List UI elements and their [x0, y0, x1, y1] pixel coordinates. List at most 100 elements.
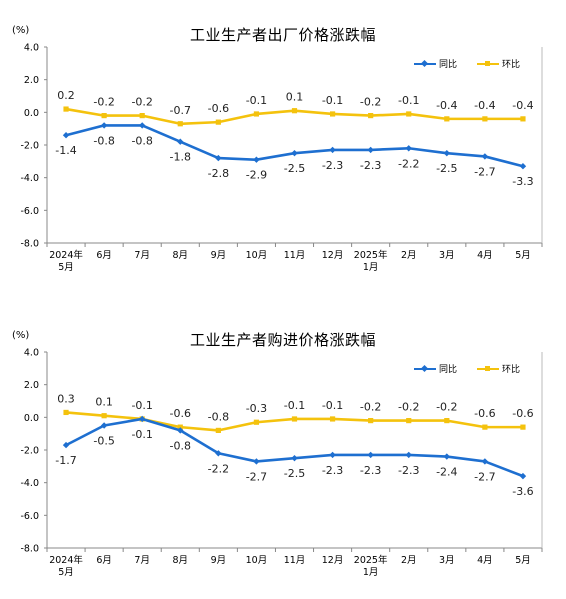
y-unit-label: (%) — [12, 25, 30, 36]
x-tick-label: 12月 — [322, 250, 344, 261]
yoy-data-label: -1.7 — [55, 454, 76, 467]
mom-data-label: -0.6 — [208, 102, 229, 115]
mom-data-label: -0.1 — [322, 399, 343, 412]
mom-data-label: -0.1 — [398, 94, 419, 107]
yoy-point — [62, 441, 70, 449]
x-tick-label: 3月 — [439, 555, 455, 566]
mom-data-label: -0.4 — [436, 99, 457, 112]
mom-point — [63, 106, 69, 112]
mom-point — [177, 121, 183, 127]
yoy-point — [405, 451, 412, 459]
mom-point — [406, 111, 412, 117]
mom-point — [101, 113, 107, 119]
x-tick-label: 6月 — [96, 250, 112, 261]
chart-plot-area: 4.0 2.0 0.0 -2.0 -4.0 -6.0 -8.0 2024年 5月 6月 7月 8月 9月… — [20, 43, 543, 273]
mom-point — [329, 111, 336, 117]
y-unit-label: (%) — [12, 330, 30, 341]
mom-point — [520, 116, 526, 122]
yoy-data-label: -0.5 — [93, 435, 114, 448]
yoy-data-label: -2.5 — [284, 162, 305, 175]
chart-plot-area: 4.0 2.0 0.0 -2.0 -4.0 -6.0 -8.0 2024年 5月 6月 7月 8月 9月… — [20, 348, 543, 578]
x-tick-label: 2024年 5月 — [49, 554, 83, 578]
y-tick-label: 2.0 — [24, 75, 39, 86]
yoy-point — [481, 153, 489, 160]
mom-data-label: -0.6 — [170, 407, 191, 420]
mom-data-label: 0.1 — [286, 91, 304, 104]
x-tick-label: 9月 — [211, 250, 227, 261]
legend-label-mom: 环比 — [502, 60, 521, 70]
mom-point — [215, 119, 221, 125]
y-tick-label: -8.0 — [20, 239, 39, 250]
legend-label-mom: 环比 — [502, 365, 521, 375]
mom-data-label: 0.3 — [57, 392, 75, 405]
yoy-data-label: -2.2 — [398, 157, 419, 170]
y-tick-label: -6.0 — [20, 206, 39, 217]
yoy-data-label: -0.8 — [93, 134, 114, 147]
mom-point — [215, 427, 221, 433]
y-tick-label: -2.0 — [20, 446, 39, 457]
x-tick-label: 5月 — [515, 250, 531, 261]
yoy-point — [100, 122, 108, 129]
legend-label-yoy: 同比 — [439, 60, 458, 70]
y-tick-label: -8.0 — [20, 544, 39, 555]
x-tick-label: 12月 — [322, 555, 344, 566]
x-tick-label: 3月 — [439, 250, 455, 261]
yoy-point — [253, 156, 260, 163]
x-tick-label: 10月 — [246, 250, 268, 261]
mom-point — [177, 424, 183, 430]
yoy-data-label: -2.3 — [322, 464, 343, 477]
yoy-point — [367, 146, 374, 154]
mom-data-label: -0.2 — [360, 96, 381, 109]
yoy-data-label: -0.1 — [131, 428, 152, 441]
yoy-data-label: -2.2 — [208, 462, 229, 475]
x-tick-label: 7月 — [134, 250, 150, 261]
yoy-point — [367, 451, 374, 459]
x-tick-label: 11月 — [284, 250, 306, 261]
x-tick-label: 7月 — [134, 555, 150, 566]
yoy-data-label: -2.3 — [322, 159, 343, 172]
mom-point — [101, 413, 107, 419]
mom-point — [329, 416, 336, 422]
x-tick-label: 2025年 1月 — [354, 554, 388, 578]
yoy-point — [177, 138, 184, 145]
y-tick-label: 4.0 — [24, 43, 39, 54]
yoy-data-label: -2.9 — [246, 169, 267, 182]
yoy-point — [100, 422, 108, 429]
legend: 同比 环比 — [414, 362, 540, 375]
yoy-point — [329, 451, 336, 459]
legend-item-yoy: 同比 — [414, 57, 457, 70]
yoy-data-label: -2.5 — [436, 162, 457, 175]
legend-item-mom: 环比 — [477, 362, 520, 375]
y-tick-label: 0.0 — [24, 108, 39, 119]
y-tick-label: -2.0 — [20, 141, 39, 152]
mom-point — [368, 418, 374, 424]
y-tick-label: -6.0 — [20, 511, 39, 522]
mom-data-label: -0.4 — [474, 99, 495, 112]
mom-data-label: -0.8 — [208, 410, 229, 423]
mom-data-label: -0.1 — [131, 399, 152, 412]
mom-point — [444, 116, 450, 122]
legend-swatch-yoy — [414, 62, 436, 65]
mom-point — [520, 424, 526, 430]
chart-title: 工业生产者购进价格涨跌幅 — [189, 331, 376, 349]
x-tick-label: 8月 — [172, 555, 188, 566]
x-tick-label: 9月 — [211, 555, 227, 566]
x-tick-label: 2025年 1月 — [354, 249, 388, 273]
y-tick-label: -4.0 — [20, 173, 39, 184]
mom-data-label: -0.2 — [360, 401, 381, 414]
mom-data-label: -0.6 — [512, 407, 533, 420]
x-tick-label: 8月 — [172, 250, 188, 261]
mom-data-label: -0.4 — [512, 99, 533, 112]
ppi-purchase-chart: (%) 工业生产者购进价格涨跌幅 同比 环比 4.0 2.0 0.0 -2.0 -4.0… — [0, 305, 566, 595]
yoy-data-label: -2.5 — [284, 467, 305, 480]
legend: 同比 环比 — [414, 57, 540, 70]
yoy-point — [519, 472, 527, 480]
yoy-point — [253, 458, 260, 465]
mom-point — [253, 419, 260, 425]
legend-label-yoy: 同比 — [439, 365, 458, 375]
mom-data-label: -0.1 — [246, 94, 267, 107]
yoy-point — [443, 453, 451, 460]
mom-point — [444, 418, 450, 424]
chart-title: 工业生产者出厂价格涨跌幅 — [189, 26, 376, 44]
yoy-data-label: -2.3 — [398, 464, 419, 477]
